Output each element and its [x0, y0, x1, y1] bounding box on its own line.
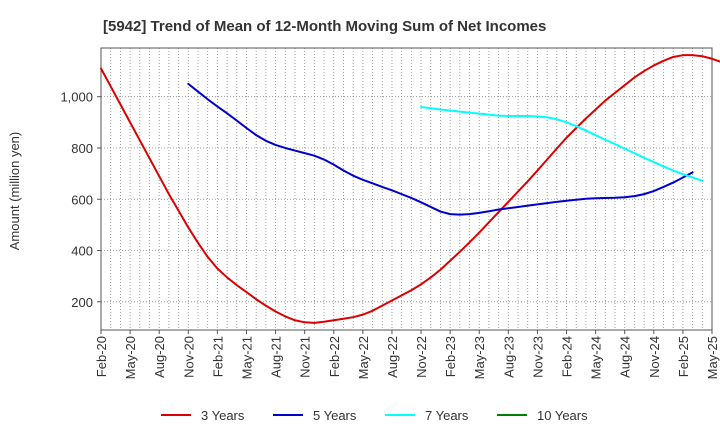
x-tick-label: Nov-20 [181, 336, 196, 378]
x-tick-label: Aug-22 [385, 336, 400, 378]
y-tick-label: 400 [71, 244, 93, 259]
series-line [420, 105, 704, 182]
legend: 3 Years 5 Years 7 Years 10 Years [161, 408, 588, 423]
y-tick-label: 600 [71, 192, 93, 207]
x-tick-label: Feb-25 [676, 336, 691, 377]
series-line [187, 82, 694, 216]
series-line [100, 54, 720, 324]
x-tick-label: May-22 [356, 336, 371, 379]
chart-title: [5942] Trend of Mean of 12-Month Moving … [103, 18, 546, 35]
x-tick-label: Aug-24 [618, 336, 633, 378]
x-tick-label: May-20 [123, 336, 138, 379]
x-tick-label: Aug-20 [152, 336, 167, 378]
x-tick-label: Nov-22 [414, 336, 429, 378]
legend-label: 5 Years [313, 408, 357, 423]
x-tick-label: May-25 [705, 336, 720, 379]
x-tick-label: Nov-24 [647, 336, 662, 378]
x-tick-label: Nov-23 [530, 336, 545, 378]
legend-label: 10 Years [537, 408, 588, 423]
legend-label: 7 Years [425, 408, 469, 423]
x-tick-label: Aug-23 [501, 336, 516, 378]
y-tick-label: 200 [71, 295, 93, 310]
x-tick-label: Feb-23 [443, 336, 458, 377]
legend-label: 3 Years [201, 408, 245, 423]
plot-area: 200 400 600 800 1,000 Feb-20 May-20 Aug-20 Nov-2… [60, 47, 720, 379]
y-tick-label: 800 [71, 141, 93, 156]
x-tick-label: Feb-20 [94, 336, 109, 377]
y-tick-label: 1,000 [60, 90, 93, 105]
x-tick-label: Feb-22 [327, 336, 342, 377]
x-tick-label: Aug-21 [269, 336, 284, 378]
x-tick-label: May-24 [589, 336, 604, 379]
y-axis-label: Amount (million yen) [7, 132, 22, 251]
x-tick-label: Nov-21 [298, 336, 313, 378]
x-tick-label: Feb-24 [560, 336, 575, 377]
plot-frame [100, 47, 713, 331]
x-tick-label: May-23 [472, 336, 487, 379]
plot-background [101, 48, 712, 330]
x-tick-label: Feb-21 [210, 336, 225, 377]
x-tick-label: May-21 [239, 336, 254, 379]
